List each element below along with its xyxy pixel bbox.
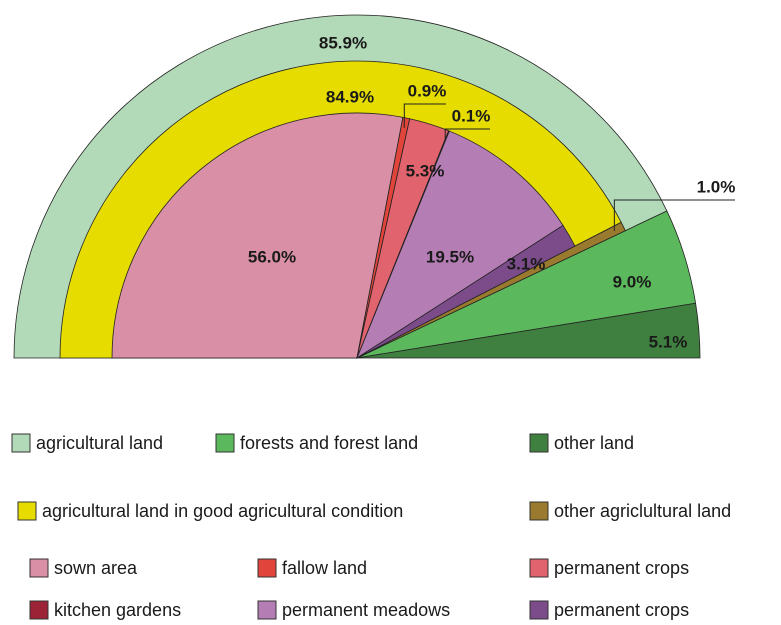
- legend-swatch: [529, 433, 549, 453]
- data-label: 85.9%: [319, 33, 367, 52]
- data-label: 9.0%: [613, 272, 652, 291]
- data-label: 3.1%: [507, 254, 546, 273]
- legend-label: other agriclultural land: [554, 501, 731, 521]
- data-label: 56.0%: [248, 247, 296, 266]
- data-label: 84.9%: [326, 87, 374, 106]
- legend-swatch: [529, 501, 549, 521]
- legend-swatch: [29, 600, 49, 620]
- data-label: 0.1%: [452, 106, 491, 125]
- data-label: 0.9%: [408, 81, 447, 100]
- data-label: 1.0%: [697, 177, 736, 196]
- legend-swatch: [11, 433, 31, 453]
- data-label: 19.5%: [426, 247, 474, 266]
- slice: [356, 130, 564, 360]
- slice: [356, 302, 701, 359]
- legend-label: forests and forest land: [240, 433, 418, 453]
- data-label: 5.3%: [406, 161, 445, 180]
- legend-swatch: [529, 600, 549, 620]
- legend-label: permanent crops: [554, 558, 689, 578]
- legend-swatch: [215, 433, 235, 453]
- leader-line: [613, 199, 735, 231]
- legend-swatch: [17, 501, 37, 521]
- leader-line: [403, 103, 446, 128]
- legend-label: fallow land: [282, 558, 367, 578]
- legend-swatch: [529, 558, 549, 578]
- legend-swatch: [257, 600, 277, 620]
- legend-label: kitchen gardens: [54, 600, 181, 620]
- leader-line: [444, 128, 490, 141]
- data-label: 5.1%: [649, 332, 688, 351]
- slice: [356, 221, 626, 359]
- slice: [111, 112, 404, 359]
- legend-label: sown area: [54, 558, 138, 578]
- legend-label: permanent meadows: [282, 600, 450, 620]
- slice: [356, 224, 576, 359]
- legend-label: permanent crops: [554, 600, 689, 620]
- legend-label: agricultural land in good agricultural c…: [42, 501, 403, 521]
- legend-swatch: [257, 558, 277, 578]
- legend-swatch: [29, 558, 49, 578]
- legend-label: agricultural land: [36, 433, 163, 453]
- legend-label: other land: [554, 433, 634, 453]
